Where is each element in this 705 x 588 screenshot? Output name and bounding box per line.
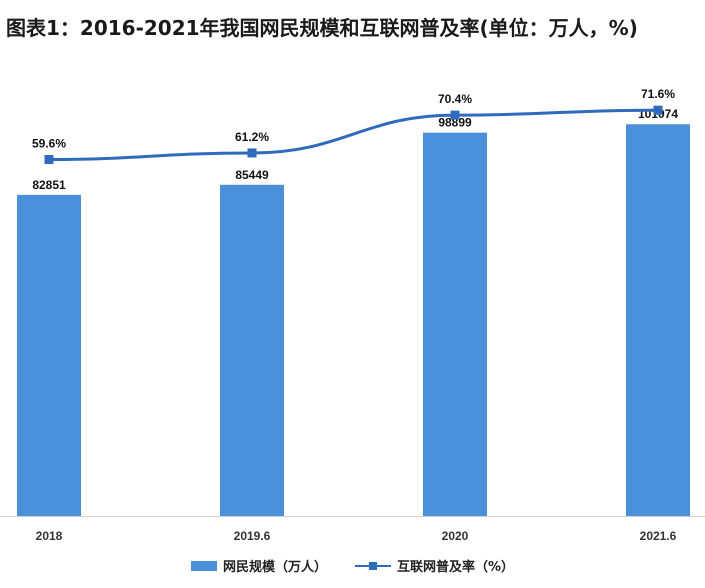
line-series-curve bbox=[48, 108, 659, 162]
bar-value-label-2018: 82851 bbox=[32, 178, 66, 192]
line-marker-2019.6 bbox=[247, 148, 257, 158]
line-value-label-2021.6: 71.6% bbox=[641, 87, 675, 101]
line-marker-2018 bbox=[44, 155, 54, 165]
x-tick-label-2021.6: 2021.6 bbox=[640, 529, 677, 543]
x-tick-label-2019.6: 2019.6 bbox=[234, 529, 271, 543]
bar-value-label-2020: 98899 bbox=[438, 116, 472, 130]
bar-2019.6 bbox=[220, 184, 284, 516]
bar-2018 bbox=[17, 194, 81, 517]
legend-swatch-bar bbox=[190, 560, 217, 571]
legend-label-line: 互联网普及率（%） bbox=[396, 560, 515, 575]
bar-value-label-2019.6: 85449 bbox=[235, 168, 269, 182]
line-marker-2020 bbox=[450, 110, 460, 120]
x-tick-label-2020: 2020 bbox=[442, 529, 469, 543]
line-marker-2021.6 bbox=[653, 105, 663, 115]
bar-2021.6 bbox=[626, 124, 690, 516]
chart-title: 图表1：2016-2021年我国网民规模和互联网普及率(单位：万人，%) bbox=[6, 16, 638, 40]
x-tick-label-2018: 2018 bbox=[36, 529, 63, 543]
legend-label-bar: 网民规模（万人） bbox=[222, 560, 327, 575]
legend-item-line[interactable]: 互联网普及率（%） bbox=[354, 556, 515, 575]
legend-swatch-line bbox=[354, 560, 391, 572]
line-value-label-2019.6: 61.2% bbox=[235, 130, 269, 144]
line-value-label-2020: 70.4% bbox=[438, 92, 472, 106]
line-value-label-2018: 59.6% bbox=[32, 137, 66, 151]
legend-item-bar[interactable]: 网民规模（万人） bbox=[190, 556, 327, 575]
bar-2020 bbox=[423, 132, 487, 516]
chart-legend: 网民规模（万人） 互联网普及率（%） bbox=[0, 556, 705, 575]
